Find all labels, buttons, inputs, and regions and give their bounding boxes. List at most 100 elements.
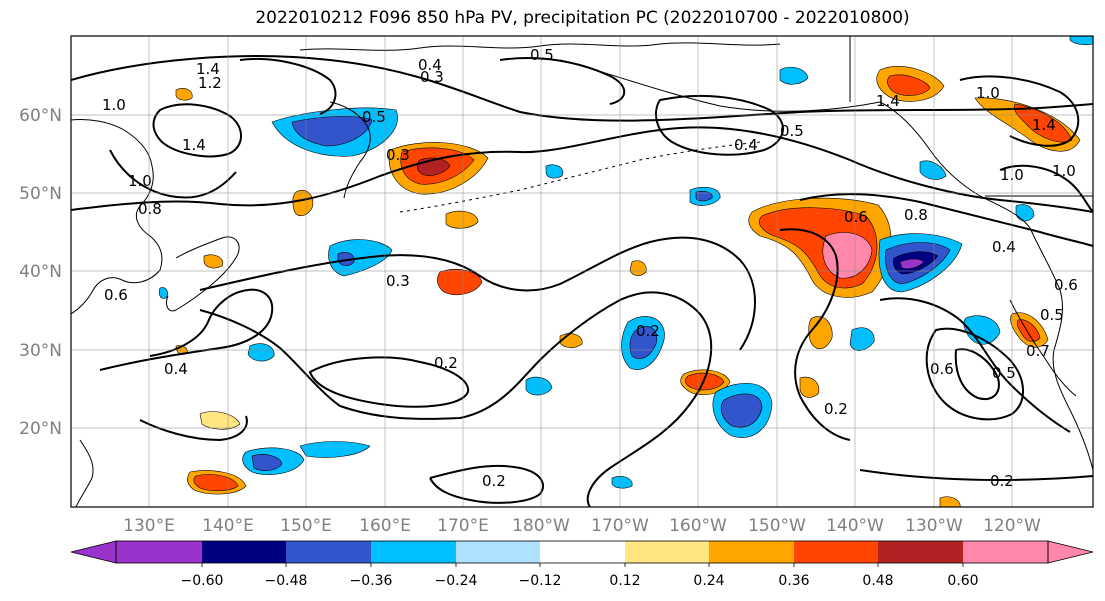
precip-patch <box>445 210 479 229</box>
contour-label: 1.2 <box>198 74 222 92</box>
pv-contour <box>799 193 1093 247</box>
lon-label: 140°W <box>826 516 884 536</box>
contour-label: 0.5 <box>1040 306 1064 324</box>
precip-patch <box>299 441 371 458</box>
precip-patch <box>799 376 820 398</box>
contour-label: 0.5 <box>780 122 804 140</box>
precip-patch <box>779 66 809 85</box>
precip-patch <box>1013 103 1073 143</box>
map-frame <box>70 35 1094 508</box>
coastline-asia <box>71 119 163 315</box>
colorbar-tick-label: −0.48 <box>265 573 308 589</box>
contour-label: 0.5 <box>530 46 554 64</box>
contour-labels: 1.4 1.2 1.0 1.4 1.0 0.8 0.6 0.4 0.5 0.3 … <box>102 46 1078 490</box>
colorbar-tick-label: 0.24 <box>693 573 724 589</box>
precip-patch <box>203 254 224 269</box>
precip-patch <box>545 164 564 179</box>
pv-contour <box>859 469 1093 482</box>
contour-label: 0.7 <box>1026 342 1050 360</box>
lon-label: 120°W <box>983 516 1041 536</box>
colorbar-tick-label: −0.12 <box>519 573 562 589</box>
colorbar-ticks <box>201 563 964 567</box>
map-title: 2022010212 F096 850 hPa PV, precipitatio… <box>255 8 910 28</box>
contour-label: 1.0 <box>128 172 152 190</box>
pv-contour <box>308 356 470 408</box>
colorbar-tick-labels: −0.60 −0.48 −0.36 −0.24 −0.12 0.12 0.24 … <box>181 573 979 589</box>
precip-patch <box>158 287 168 299</box>
gridlines <box>71 36 1093 507</box>
precip-patch <box>525 376 553 396</box>
precip-patch <box>175 88 193 101</box>
precip-patch <box>849 327 875 351</box>
pv-contour <box>71 126 1093 213</box>
lon-label: 180°W <box>512 516 570 536</box>
pv-contour <box>429 464 545 504</box>
coastline-alaska <box>559 59 1031 229</box>
colorbar-segment <box>202 541 286 563</box>
colorbar-segment <box>625 541 709 563</box>
contour-label: 0.4 <box>734 136 758 154</box>
colorbar-segment <box>794 541 878 563</box>
contour-label: 0.2 <box>990 472 1014 490</box>
precip-patch <box>919 160 947 180</box>
colorbar-frame <box>115 540 1049 564</box>
contour-label: 1.4 <box>182 136 206 154</box>
precip-patch <box>1016 319 1041 342</box>
contour-label: 1.4 <box>876 92 900 110</box>
contour-label: 1.4 <box>196 60 220 78</box>
lon-label: 160°E <box>359 516 411 536</box>
precip-patch <box>899 258 925 270</box>
colorbar-segment <box>371 541 456 563</box>
lat-label: 50°N <box>19 184 62 204</box>
coastline-arctic <box>299 42 781 51</box>
contour-label: 0.4 <box>992 238 1016 256</box>
pv-contour <box>655 94 784 156</box>
contour-label: 0.2 <box>824 400 848 418</box>
precip-patch <box>685 372 725 391</box>
colorbar-segment <box>709 541 794 563</box>
colorbar-segment <box>878 541 963 563</box>
colorbar-segment <box>116 541 202 563</box>
colorbar-segment <box>286 541 371 563</box>
coastline-philippines <box>75 439 94 507</box>
pv-contour <box>779 228 851 441</box>
colorbar: −0.60 −0.48 −0.36 −0.24 −0.12 0.12 0.24 … <box>70 540 1094 589</box>
colorbar-tick-label: −0.60 <box>181 573 224 589</box>
contour-label: 0.2 <box>636 322 660 340</box>
lon-labels: 130°E 140°E 150°E 160°E 170°E 180°W 170°… <box>123 516 1041 536</box>
pv-contour <box>199 236 756 351</box>
lon-label: 160°W <box>669 516 727 536</box>
precip-patch <box>887 74 931 96</box>
pv-contour <box>71 55 1093 122</box>
colorbar-extend-left <box>70 540 117 564</box>
precip-patch <box>437 269 483 295</box>
lon-label: 130°E <box>123 516 175 536</box>
contour-label: 1.0 <box>976 84 1000 102</box>
lon-label: 140°E <box>202 516 254 536</box>
contour-label: 0.3 <box>386 146 410 164</box>
lon-label: 170°W <box>591 516 649 536</box>
pv-contour <box>999 164 1093 213</box>
contour-label: 0.3 <box>420 68 444 86</box>
contour-label: 0.6 <box>844 208 868 226</box>
pv-contour <box>879 297 1071 433</box>
colorbar-segment <box>540 541 625 563</box>
pv-contour <box>99 288 274 371</box>
pv-contour <box>239 58 337 115</box>
colorbar-tick-label: −0.36 <box>350 573 393 589</box>
contour-label: 0.2 <box>434 354 458 372</box>
contour-label: 0.4 <box>164 360 188 378</box>
precip-patch <box>939 496 961 507</box>
lat-label: 60°N <box>19 106 62 126</box>
precip-patch <box>963 315 1001 345</box>
coastline-aleutians <box>399 141 761 213</box>
lon-label: 150°W <box>748 516 806 536</box>
lon-label: 130°W <box>905 516 963 536</box>
colorbar-tick-label: 0.36 <box>778 573 809 589</box>
colorbar-tick-label: 0.12 <box>609 573 640 589</box>
pv-contour <box>954 348 1000 400</box>
contour-label: 0.4 <box>418 56 442 74</box>
lat-label: 40°N <box>19 262 62 282</box>
precip-positive-shading <box>175 66 1081 507</box>
precip-patch <box>291 116 373 147</box>
